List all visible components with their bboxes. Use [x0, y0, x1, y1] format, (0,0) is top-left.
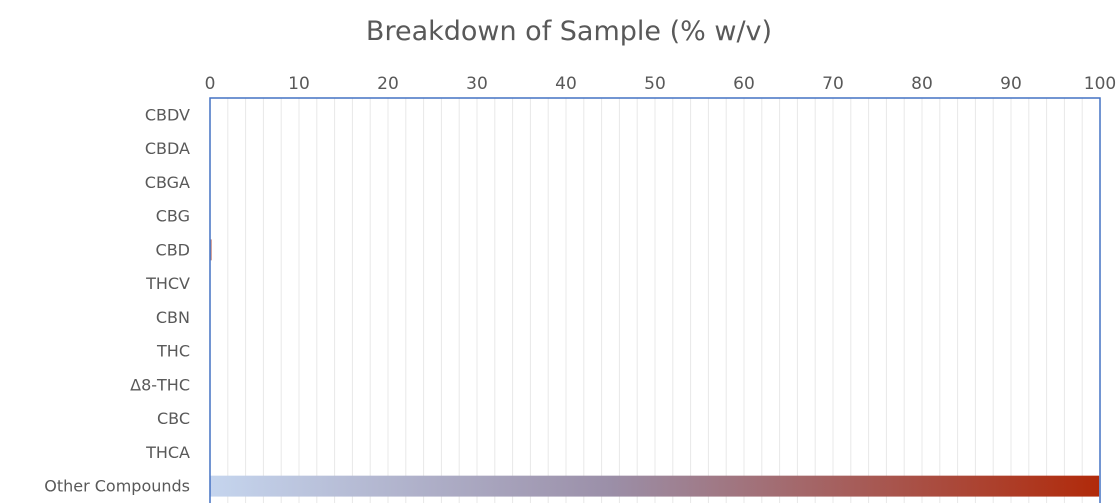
x-tick-label: 100 — [1084, 74, 1116, 94]
x-tick-label: 90 — [1000, 74, 1022, 94]
x-tick-label: 10 — [288, 74, 310, 94]
x-tick-label: 20 — [377, 74, 399, 94]
category-label: CBN — [156, 308, 190, 327]
x-tick-label: 70 — [822, 74, 844, 94]
x-tick-label: 60 — [733, 74, 755, 94]
x-tick-label: 40 — [555, 74, 577, 94]
category-label: CBDV — [145, 105, 190, 124]
category-label: CBG — [156, 207, 190, 226]
category-label: THCA — [145, 443, 190, 462]
y-axis-category-labels: CBDV CBDA CBGA CBG CBD THCV CBN THC Δ8-THC CBC THC… — [44, 105, 190, 495]
category-label: CBD — [156, 240, 190, 259]
category-label: CBGA — [145, 173, 190, 192]
category-label: CBC — [157, 409, 190, 428]
x-tick-label: 30 — [466, 74, 488, 94]
category-label: Other Compounds — [44, 477, 190, 496]
x-tick-label: 80 — [911, 74, 933, 94]
category-label: THC — [156, 342, 190, 361]
chart-title: Breakdown of Sample (% w/v) — [366, 16, 772, 47]
category-label: Δ8-THC — [130, 375, 190, 394]
x-axis-tick-labels: 0 10 20 30 40 50 60 70 80 90 100 — [205, 74, 1117, 94]
x-tick-label: 0 — [205, 74, 216, 94]
category-label: THCV — [145, 274, 190, 293]
x-tick-label: 50 — [644, 74, 666, 94]
plot-area-border — [209, 97, 1101, 503]
bar — [210, 475, 1100, 497]
category-label: CBDA — [145, 139, 190, 158]
gridlines — [227, 98, 1083, 503]
